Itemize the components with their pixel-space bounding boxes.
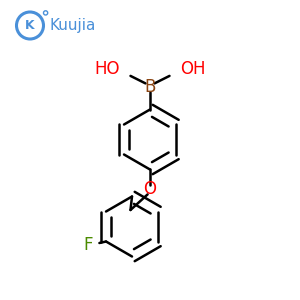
Text: B: B [144,78,156,96]
Text: HO: HO [94,60,120,78]
Text: K: K [25,19,35,32]
Text: OH: OH [180,60,206,78]
Text: F: F [83,236,92,253]
Text: Kuujia: Kuujia [50,18,96,33]
Text: O: O [143,180,157,198]
